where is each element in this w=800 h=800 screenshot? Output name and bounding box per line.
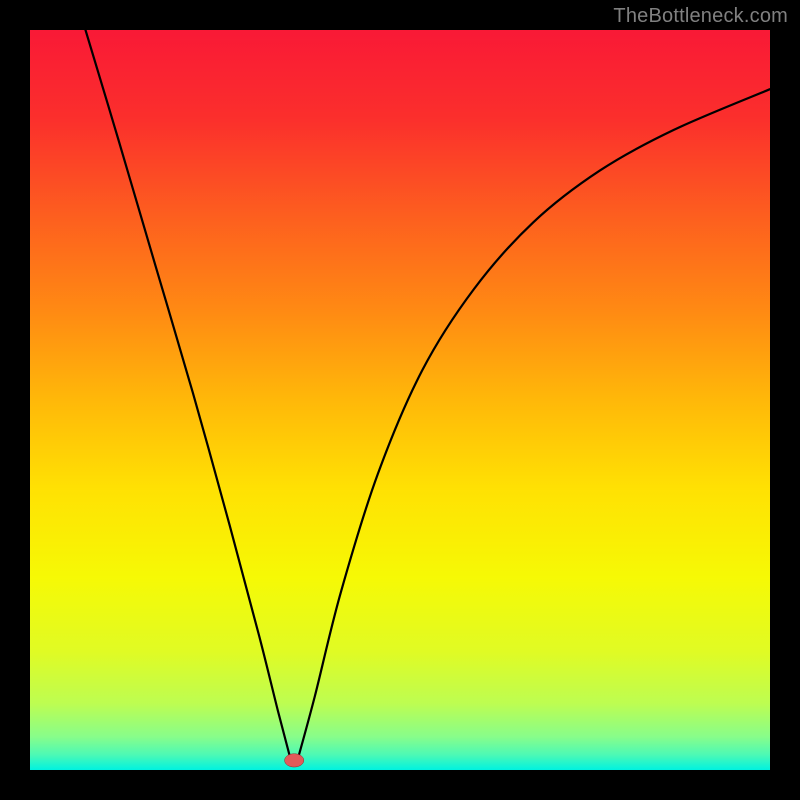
gradient-background: [30, 30, 770, 770]
minimum-marker: [285, 754, 304, 767]
watermark-text: TheBottleneck.com: [613, 5, 788, 28]
plot-area: [30, 30, 770, 770]
chart-svg: [30, 30, 770, 770]
